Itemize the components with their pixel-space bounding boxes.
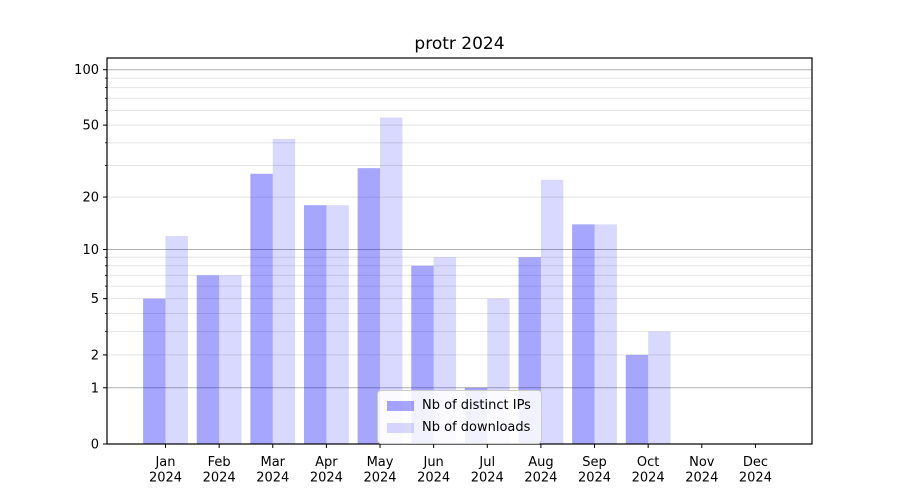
x-tick-label-month: Mar: [260, 455, 285, 470]
bar-mar-downloads: [272, 138, 296, 444]
bar-feb-downloads: [219, 275, 242, 444]
legend-swatch-downloads: [387, 422, 414, 433]
x-tick-label-year: 2024: [256, 471, 289, 486]
bar-oct-distinct-ips: [625, 354, 649, 444]
x-tick-label-year: 2024: [149, 471, 182, 486]
legend-entry-distinct-ips: Nb of distinct IPs: [387, 399, 531, 412]
bar-feb-distinct-ips: [196, 275, 220, 444]
x-tick-label-month: Jan: [154, 455, 175, 470]
x-tick-label-year: 2024: [310, 471, 343, 486]
bar-apr-downloads: [326, 205, 349, 444]
x-tick-label-month: Feb: [208, 455, 231, 470]
x-tick-label-month: Aug: [528, 455, 553, 470]
x-tick-label-year: 2024: [685, 471, 718, 486]
bar-jan-downloads: [165, 235, 188, 444]
x-tick-label-year: 2024: [417, 471, 450, 486]
x-tick-label-year: 2024: [203, 471, 236, 486]
x-tick-label-month: Dec: [743, 455, 768, 470]
x-tick-label-year: 2024: [471, 471, 504, 486]
x-tick-label-year: 2024: [578, 471, 611, 486]
bar-may-distinct-ips: [357, 168, 381, 445]
bar-may-downloads: [380, 117, 403, 445]
y-tick-label: 5: [91, 292, 99, 307]
x-tick-label-month: Jul: [478, 455, 495, 470]
legend-entry-downloads: Nb of downloads: [387, 421, 531, 434]
x-tick-label-month: Jun: [422, 455, 443, 470]
bar-apr-distinct-ips: [303, 205, 327, 444]
plot-border: [106, 57, 813, 445]
bar-sep-distinct-ips: [572, 224, 595, 444]
legend-label-downloads: Nb of downloads: [422, 420, 531, 435]
x-tick-label-year: 2024: [363, 471, 396, 486]
x-tick-label-month: Nov: [689, 455, 715, 470]
x-tick-label-month: Oct: [637, 455, 659, 470]
bar-mar-distinct-ips: [250, 173, 273, 445]
legend: Nb of distinct IPs Nb of downloads: [377, 390, 542, 444]
y-tick-label: 50: [82, 119, 99, 134]
y-tick-label: 0: [91, 438, 99, 453]
legend-label-distinct-ips: Nb of distinct IPs: [422, 398, 531, 413]
bar-aug-downloads: [540, 179, 564, 444]
bar-jan-distinct-ips: [143, 298, 166, 444]
y-tick-label: 20: [82, 191, 99, 206]
legend-swatch-distinct-ips: [387, 400, 414, 411]
x-tick-label-month: Sep: [582, 455, 607, 470]
x-tick-label-month: Apr: [315, 455, 338, 470]
chart-title: protr 2024: [414, 34, 505, 54]
bar-oct-downloads: [648, 331, 671, 444]
x-tick-label-year: 2024: [632, 471, 665, 486]
y-tick-label: 10: [82, 243, 99, 258]
bar-sep-downloads: [594, 224, 617, 444]
y-tick-label: 1: [91, 381, 99, 396]
x-tick-label-year: 2024: [739, 471, 772, 486]
y-tick-label: 100: [74, 63, 99, 78]
y-tick-label: 2: [91, 348, 99, 363]
x-tick-label-year: 2024: [524, 471, 557, 486]
x-tick-label-month: May: [367, 455, 394, 470]
